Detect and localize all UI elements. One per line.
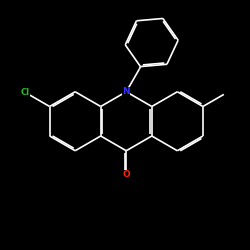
Text: N: N <box>122 87 130 96</box>
Text: Cl: Cl <box>21 88 30 97</box>
Text: O: O <box>122 170 130 179</box>
